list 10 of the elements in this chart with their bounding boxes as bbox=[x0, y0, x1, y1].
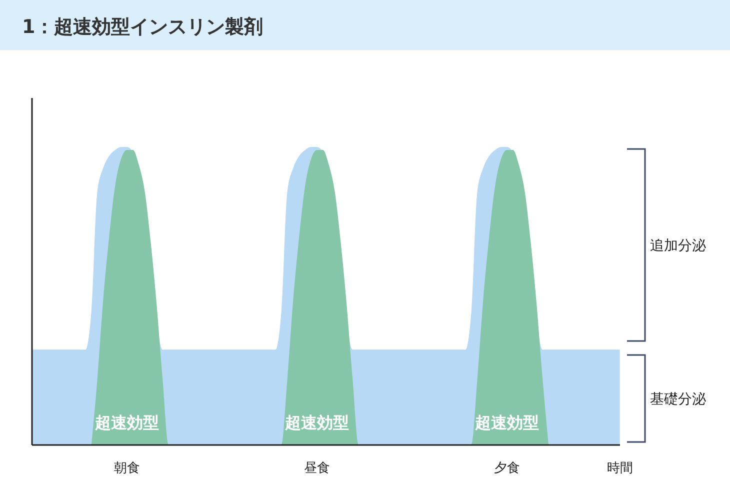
text: 追加分泌 bbox=[650, 238, 706, 254]
x-tick-label: 朝食 bbox=[114, 461, 140, 476]
annotation: 超速効型 bbox=[474, 413, 539, 432]
x-axis-title: 時間 bbox=[607, 461, 633, 476]
chart-title: 1：超速効型インスリン製剤 bbox=[22, 16, 264, 38]
annotation: 超速効型 bbox=[284, 413, 349, 432]
x-tick-label: 夕食 bbox=[494, 461, 520, 476]
x-tick-label: 昼食 bbox=[304, 461, 330, 476]
annotation: 超速効型 bbox=[94, 413, 159, 432]
text: 基礎分泌 bbox=[650, 392, 706, 408]
